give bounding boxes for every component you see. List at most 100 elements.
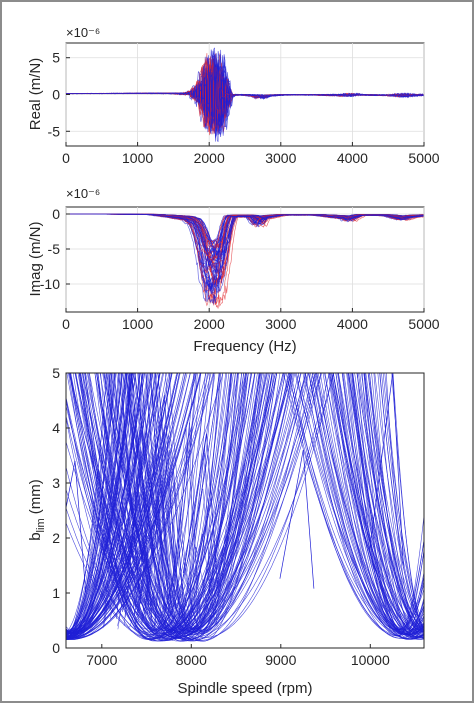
x-tick-label: 4000	[337, 316, 368, 332]
lobe-y-label-sub: lim	[35, 518, 47, 532]
stability-lobe	[145, 373, 260, 637]
lobe-cusp	[117, 427, 140, 610]
stability-lobe	[79, 373, 322, 640]
y-tick-label: 0	[52, 640, 60, 656]
stability-lobe	[331, 373, 424, 631]
stability-lobe	[369, 373, 424, 639]
x-tick-label: 1000	[122, 316, 153, 332]
stability-lobe	[66, 373, 107, 637]
stability-lobe	[134, 373, 334, 638]
imag-part-panel: 0 1000 2000 3000 4000 5000 -10 -5 0 ×10⁻⁶ Imag (…	[27, 186, 440, 355]
stability-lobe	[290, 373, 424, 636]
lobe-peak	[369, 373, 404, 566]
stability-lobe	[131, 373, 244, 632]
stability-lobe-panel: 7000 8000 9000 10000 0 1 2 3 4 5 Spindle speed (r…	[27, 365, 425, 697]
stability-lobe	[84, 373, 323, 642]
x-tick-label: 8000	[176, 652, 207, 668]
stability-lobe	[66, 373, 152, 634]
stability-lobe	[328, 373, 424, 637]
lobe-y-label-unit: (mm)	[27, 479, 44, 518]
x-tick-label: 2000	[194, 316, 225, 332]
imag-frf-curve	[66, 213, 424, 258]
stability-lobe	[302, 373, 424, 635]
y-tick-label: 0	[52, 87, 60, 103]
stability-lobe	[140, 373, 233, 640]
stability-lobe	[89, 373, 238, 640]
stability-lobe	[365, 373, 424, 628]
stability-lobe	[66, 373, 187, 639]
lobe-cusp	[133, 481, 157, 609]
stability-lobe	[85, 373, 239, 635]
stability-lobe	[66, 373, 148, 637]
stability-lobe	[338, 373, 424, 630]
stability-lobe	[103, 373, 286, 633]
stability-lobe	[66, 373, 170, 637]
lobe-cusp	[104, 486, 137, 626]
y-tick-label: 0	[52, 206, 60, 222]
lobe-cusp	[179, 488, 215, 622]
stability-lobe	[324, 373, 424, 640]
x-tick-label: 1000	[122, 150, 153, 166]
x-tick-label: 7000	[86, 652, 117, 668]
stability-lobe	[66, 373, 112, 639]
stability-lobe	[351, 373, 424, 631]
y-tick-label: -5	[48, 123, 61, 139]
lobe-peak	[66, 460, 87, 592]
lobe-cusp	[142, 450, 181, 631]
y-tick-label: -10	[40, 276, 60, 292]
lobe-ticks: 7000 8000 9000 10000 0 1 2 3 4 5	[52, 365, 390, 668]
stability-lobe	[332, 373, 424, 638]
stability-lobe	[347, 373, 424, 640]
stability-lobe	[152, 373, 265, 630]
stability-lobe	[317, 373, 424, 635]
stability-lobe	[66, 373, 290, 639]
x-tick-label: 5000	[408, 150, 439, 166]
y-tick-label: 5	[52, 50, 60, 66]
stability-lobe	[66, 373, 111, 635]
stability-lobe	[66, 373, 163, 633]
lobe-peak	[182, 433, 218, 584]
stability-lobe	[69, 373, 278, 634]
stability-lobe	[379, 373, 424, 632]
stability-lobe	[285, 373, 424, 640]
stability-lobe	[127, 373, 220, 631]
stability-lobe	[120, 373, 197, 632]
stability-lobe	[328, 373, 424, 632]
x-tick-label: 4000	[337, 150, 368, 166]
lobe-cusp	[144, 438, 177, 616]
imag-ticks: 0 1000 2000 3000 4000 5000 -10 -5 0	[40, 206, 440, 332]
lobe-cusp	[134, 453, 172, 616]
stability-lobe	[377, 373, 424, 636]
x-tick-label: 3000	[265, 316, 296, 332]
lobe-x-axis-label: Spindle speed (rpm)	[177, 680, 312, 697]
stability-lobe	[364, 373, 424, 633]
stability-lobe	[361, 373, 424, 637]
lobe-cusp	[136, 475, 170, 616]
real-data-curves	[65, 47, 424, 143]
real-frf-curve	[65, 73, 424, 118]
lobe-cusp	[123, 451, 153, 626]
stability-lobe	[304, 373, 424, 635]
stability-lobe	[78, 373, 216, 638]
stability-lobe	[69, 373, 291, 640]
lobe-cusp	[187, 445, 211, 617]
stability-lobe	[348, 373, 424, 633]
imag-data-curves	[66, 213, 424, 309]
lobe-peak	[279, 449, 315, 589]
lobe-cusp	[102, 421, 141, 629]
lobe-data-curves	[66, 373, 424, 642]
stability-lobe	[347, 373, 424, 635]
y-tick-label: 4	[52, 420, 60, 436]
lobe-axis-outline	[65, 372, 425, 649]
lobe-cusp	[171, 443, 192, 620]
x-tick-label: 3000	[265, 150, 296, 166]
y-tick-label: 5	[52, 365, 60, 381]
lobe-cusp	[103, 536, 139, 620]
x-tick-label: 10000	[351, 652, 390, 668]
lobe-cusp	[141, 483, 176, 624]
stability-lobe	[330, 373, 424, 634]
imag-exponent-label: ×10⁻⁶	[66, 186, 100, 201]
stability-lobe	[68, 373, 239, 633]
stability-lobe	[66, 373, 128, 634]
